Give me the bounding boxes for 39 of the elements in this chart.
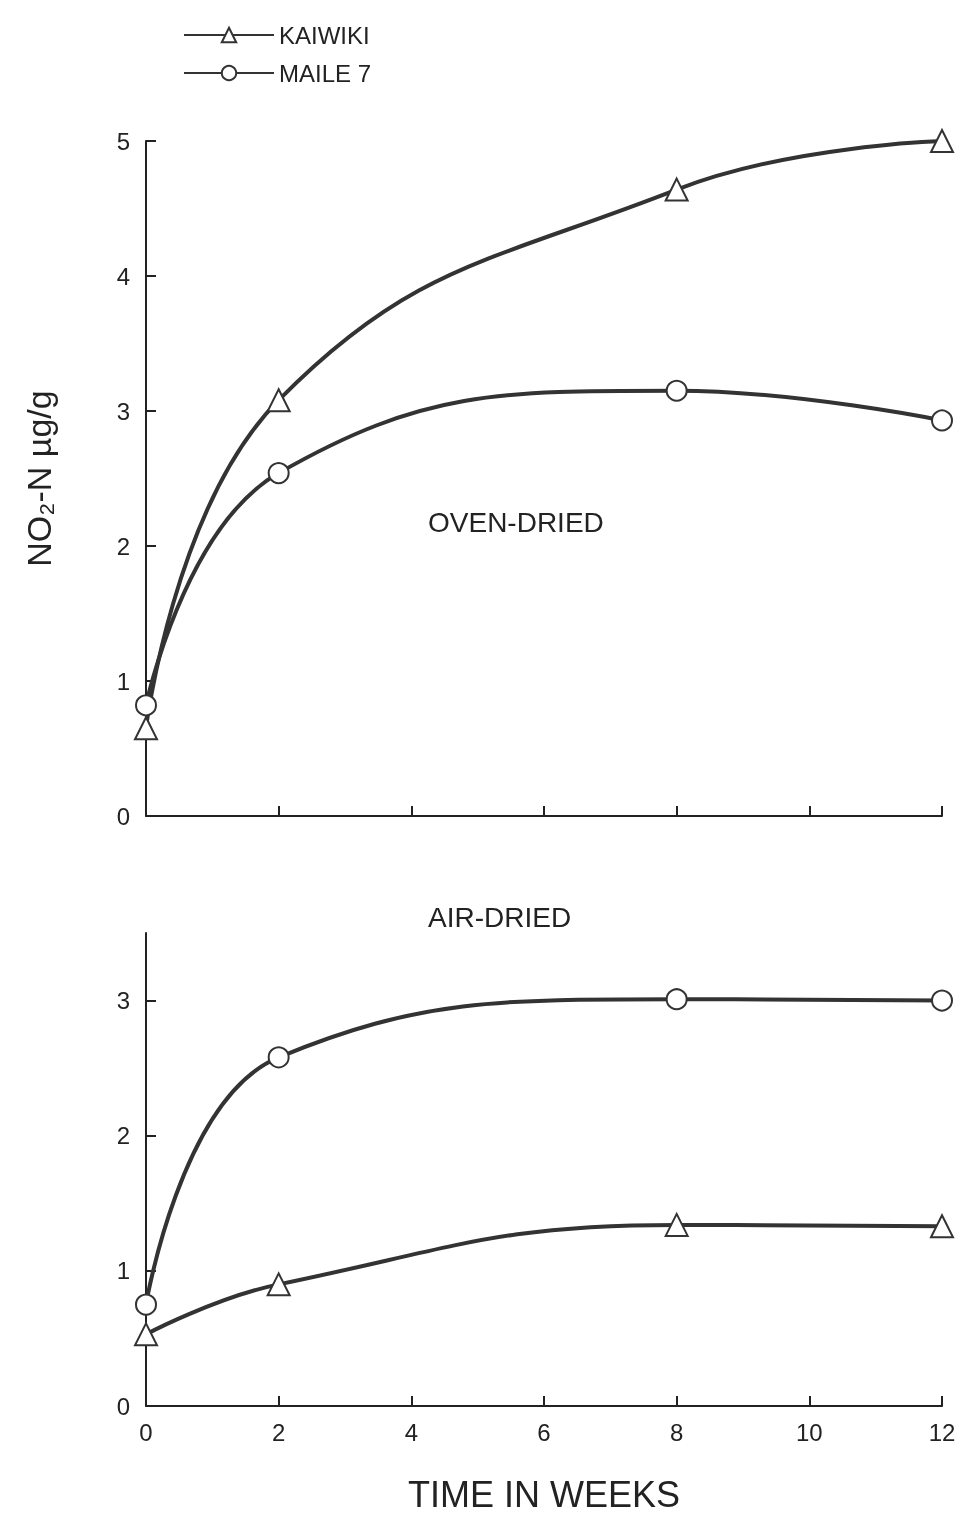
y-tick-label: 2 [116, 1122, 130, 1150]
x-tick-label: 6 [537, 1418, 551, 1446]
y-axis-title: NO₂-N µg/g [20, 390, 58, 567]
point [134, 716, 158, 741]
x-axis-title: TIME IN WEEKS [407, 1473, 681, 1515]
point [664, 177, 689, 202]
point [664, 1212, 689, 1237]
annotation: OVEN-DRIED [428, 506, 604, 538]
y-tick-label: 5 [116, 127, 130, 155]
y-tick-label: 2 [116, 532, 130, 560]
point [930, 1214, 954, 1239]
point [930, 129, 954, 153]
point [267, 1046, 290, 1069]
y-tick-label: 0 [116, 802, 130, 830]
point [267, 462, 290, 485]
text: AIR-DRIED [428, 901, 572, 933]
x-tick-label: 2 [271, 1418, 286, 1446]
x-tick-label: 10 [795, 1418, 823, 1446]
y-tick-label: 1 [116, 1257, 130, 1285]
point [931, 989, 953, 1012]
point [135, 694, 157, 717]
y-tick-label: 1 [116, 667, 130, 695]
legend-label: MAILE 7 [279, 59, 372, 87]
y-tick-label: 3 [116, 397, 130, 425]
point [135, 1293, 157, 1316]
point [266, 388, 291, 413]
point [931, 409, 953, 432]
point [134, 1322, 158, 1347]
x-tick-label: 4 [404, 1418, 419, 1446]
y-tick-label: 3 [116, 987, 130, 1015]
point [266, 1272, 291, 1297]
point [665, 379, 688, 402]
x-tick-label: 8 [669, 1418, 684, 1446]
point [665, 988, 688, 1011]
x-tick-label: 0 [139, 1418, 153, 1446]
legend-label: KAIWIKI [279, 21, 370, 49]
y-tick-label: 0 [116, 1392, 130, 1420]
x-tick-label: 12 [928, 1418, 956, 1446]
y-tick-label: 4 [116, 262, 130, 290]
